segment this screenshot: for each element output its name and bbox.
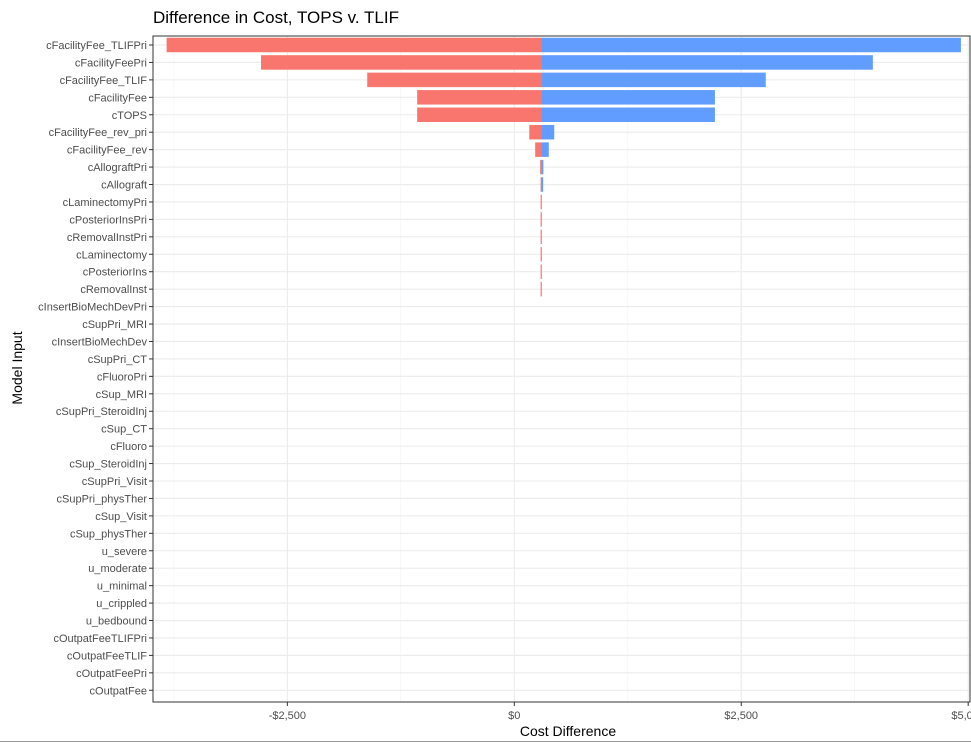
y-tick-label: cInsertBioMechDevPri	[38, 302, 147, 314]
y-axis-title: Model Input	[9, 331, 25, 404]
bar-low-cRemovalInstPri	[540, 229, 542, 245]
y-tick-label: cPosteriorIns	[83, 267, 148, 279]
y-tick-label: cRemovalInst	[80, 284, 147, 296]
bar-low-cFacilityFee_TLIF	[367, 72, 542, 88]
bar-high-cFacilityFee_rev	[541, 142, 549, 157]
y-axis: cFacilityFee_TLIFPri cFacilityFeePri cFaci…	[38, 40, 153, 697]
bar-high-cTOPS	[541, 107, 715, 123]
y-tick-label: cSupPri_CT	[88, 354, 148, 366]
bar-low-cLaminectomy	[540, 247, 542, 262]
y-tick-label: cFluoro	[110, 441, 147, 453]
x-axis-title: Cost Difference	[520, 723, 616, 739]
bars	[166, 37, 961, 297]
y-tick-label: cFacilityFee_rev	[67, 145, 148, 157]
y-tick-label: cPosteriorInsPri	[69, 214, 147, 226]
bar-high-cFacilityFeePri	[541, 55, 873, 70]
y-tick-label: cTOPS	[112, 110, 147, 122]
y-tick-label: cOutpatFee	[90, 685, 147, 697]
y-tick-label: cAllograftPri	[88, 162, 147, 174]
y-tick-label: cFacilityFee_rev_pri	[49, 127, 147, 139]
bar-high-cAllograft	[541, 177, 544, 192]
x-tick-label: -$2,500	[269, 710, 306, 722]
panel-border	[152, 35, 971, 703]
y-tick-label: cLaminectomy	[76, 249, 147, 261]
y-tick-label: cFacilityFee	[88, 92, 147, 104]
bar-high-cFacilityFee	[541, 90, 715, 105]
y-tick-label: cOutpatFeePri	[76, 668, 147, 680]
y-tick-label: cSup_physTher	[70, 528, 147, 540]
bar-low-cTOPS	[417, 107, 542, 123]
bar-low-cAllograft	[540, 177, 542, 192]
bar-low-cFacilityFee	[417, 90, 542, 105]
x-tick-label: $2,500	[724, 710, 758, 722]
bar-low-cPosteriorIns	[540, 264, 542, 279]
y-tick-label: cLaminectomyPri	[63, 197, 147, 209]
x-tick-label: $0	[508, 710, 520, 722]
bar-high-cFacilityFee_TLIFPri	[541, 37, 961, 53]
y-tick-label: cFluoroPri	[97, 371, 147, 383]
bar-high-cAllograftPri	[541, 159, 544, 175]
x-tick-label: $5,000	[951, 710, 971, 722]
bar-low-cPosteriorInsPri	[540, 212, 542, 227]
bar-low-cFacilityFeePri	[261, 55, 542, 70]
bar-low-cFacilityFee_rev_pri	[529, 124, 542, 140]
y-tick-label: cSupPri_MRI	[82, 319, 147, 331]
bar-high-cFacilityFee_TLIF	[541, 72, 766, 88]
y-tick-label: u_moderate	[88, 563, 147, 575]
y-tick-label: cInsertBioMechDev	[52, 336, 148, 348]
y-tick-label: cFacilityFeePri	[75, 57, 147, 69]
chart-title: Difference in Cost, TOPS v. TLIF	[153, 8, 399, 27]
y-tick-label: cSupPri_physTher	[57, 493, 148, 505]
y-tick-label: cFacilityFee_TLIFPri	[46, 40, 147, 52]
y-tick-label: u_crippled	[96, 598, 147, 610]
bar-low-cRemovalInst	[540, 281, 542, 297]
y-tick-label: cSup_Visit	[95, 511, 147, 523]
y-tick-label: u_severe	[102, 546, 147, 558]
y-tick-label: cAllograft	[101, 180, 147, 192]
x-axis: -$2,500 $0 $2,500 $5,000	[269, 702, 971, 722]
bar-low-cLaminectomyPri	[540, 194, 542, 210]
bar-low-cAllograftPri	[540, 159, 542, 175]
bar-low-cFacilityFee_rev	[535, 142, 542, 157]
y-tick-label: cSupPri_Visit	[82, 476, 147, 488]
y-tick-label: cOutpatFeeTLIFPri	[53, 633, 147, 645]
y-tick-label: u_bedbound	[86, 616, 147, 628]
bar-low-cFacilityFee_TLIFPri	[166, 37, 542, 53]
y-tick-label: cSup_SteroidInj	[69, 459, 147, 471]
y-tick-label: cOutpatFeeTLIF	[67, 650, 147, 662]
y-tick-label: u_minimal	[97, 581, 147, 593]
y-tick-label: cSup_CT	[101, 424, 147, 436]
y-tick-label: cSup_MRI	[96, 389, 147, 401]
y-tick-label: cFacilityFee_TLIF	[60, 75, 148, 87]
y-tick-label: cSupPri_SteroidInj	[56, 406, 147, 418]
bar-high-cFacilityFee_rev_pri	[541, 124, 555, 140]
y-tick-label: cRemovalInstPri	[67, 232, 147, 244]
